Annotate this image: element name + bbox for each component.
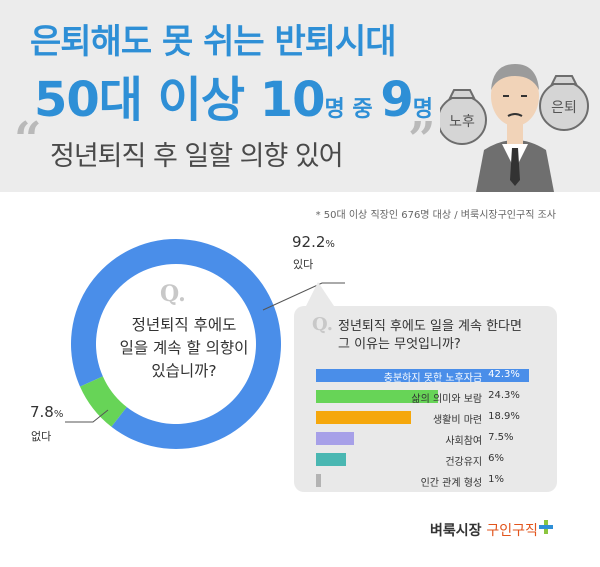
- donut-slices: [71, 239, 282, 450]
- close-quote-mark: ”: [408, 112, 436, 168]
- yes-percent-unit: %: [325, 239, 335, 250]
- reason-value: 1%: [488, 474, 504, 485]
- bag-right-label: 은퇴: [551, 100, 577, 116]
- open-quote-mark: “: [14, 112, 42, 168]
- reason-label: 사회참여: [445, 436, 483, 447]
- money-bag-left-icon: 노후: [440, 89, 487, 145]
- donut-q-mark: Q.: [160, 281, 186, 307]
- panel-question-line: 그 이유는 무엇입니까?: [338, 337, 461, 352]
- reason-value: 42.3%: [488, 369, 520, 380]
- plus-icon: [538, 520, 553, 534]
- panel-pointer: [306, 282, 334, 306]
- headline-line1: 은퇴해도 못 쉬는 반퇴시대: [30, 22, 397, 62]
- reason-label: 인간 관계 형성: [420, 478, 483, 489]
- brand-accent: 구인구직: [486, 523, 538, 539]
- panel-question: 정년퇴직 후에도 일을 계속 한다면 그 이유는 무엇입니까?: [338, 318, 522, 354]
- reason-label: 건강유지: [445, 457, 483, 468]
- no-percent-value: 7.8: [30, 403, 54, 421]
- reason-bar: [316, 453, 347, 466]
- reason-value: 18.9%: [488, 411, 520, 422]
- reason-bar: [316, 432, 354, 445]
- donut-question: 정년퇴직 후에도 일을 계속 할 의향이 있습니까?: [104, 314, 264, 383]
- reason-value: 7.5%: [488, 432, 514, 443]
- yes-category-label: 있다: [293, 258, 314, 271]
- no-category-label: 없다: [31, 430, 52, 443]
- headline-line2-a: 50대 이상 10: [34, 72, 325, 128]
- brand-logo: 벼룩시장 구인구직: [430, 520, 553, 540]
- panel-question-line: 정년퇴직 후에도 일을 계속 한다면: [338, 319, 522, 334]
- reason-label: 삶의 의미와 보람: [411, 394, 483, 405]
- reason-bar: [316, 411, 412, 424]
- panel-q-mark: Q.: [312, 314, 334, 335]
- headline-line2-c: 9: [380, 72, 413, 128]
- reason-value: 24.3%: [488, 390, 520, 401]
- donut-question-line: 있습니까?: [151, 362, 217, 380]
- reason-label: 생활비 마련: [432, 415, 483, 426]
- businessman-figure: [476, 64, 554, 192]
- donut-question-line: 정년퇴직 후에도: [131, 316, 237, 334]
- survey-footnote: * 50대 이상 직장인 676명 대상 / 벼룩시장구인구직 조사: [315, 210, 556, 221]
- reason-value: 6%: [488, 453, 504, 464]
- money-bag-right-icon: 은퇴: [539, 75, 589, 131]
- brand-name: 벼룩시장: [430, 523, 482, 539]
- leader-line-yes: [262, 282, 345, 311]
- headline-line3: 정년퇴직 후 일할 의향 있어: [50, 141, 344, 172]
- leader-line-no: [65, 409, 109, 423]
- headline-line2-b: 명 중: [324, 97, 381, 122]
- headline-line2: 50대 이상 10명 중 9명: [34, 60, 433, 130]
- retiree-illustration: 노후 은퇴: [440, 64, 589, 192]
- yes-percent-value: 92.2: [292, 233, 326, 251]
- reason-label: 충분하지 못한 노후자금: [383, 373, 483, 384]
- reason-bar: [316, 369, 529, 382]
- headline-line2-d: 명: [412, 97, 433, 122]
- bag-left-label: 노후: [449, 114, 475, 130]
- yes-percent-label: 92.2%: [292, 233, 335, 251]
- no-percent-unit: %: [53, 409, 64, 420]
- donut-question-line: 일을 계속 할 의향이: [119, 339, 249, 357]
- donut-slice-no: [80, 376, 127, 427]
- no-percent-label: 7.8%: [30, 403, 63, 421]
- reason-bar: [316, 390, 439, 403]
- reason-bar: [316, 474, 322, 487]
